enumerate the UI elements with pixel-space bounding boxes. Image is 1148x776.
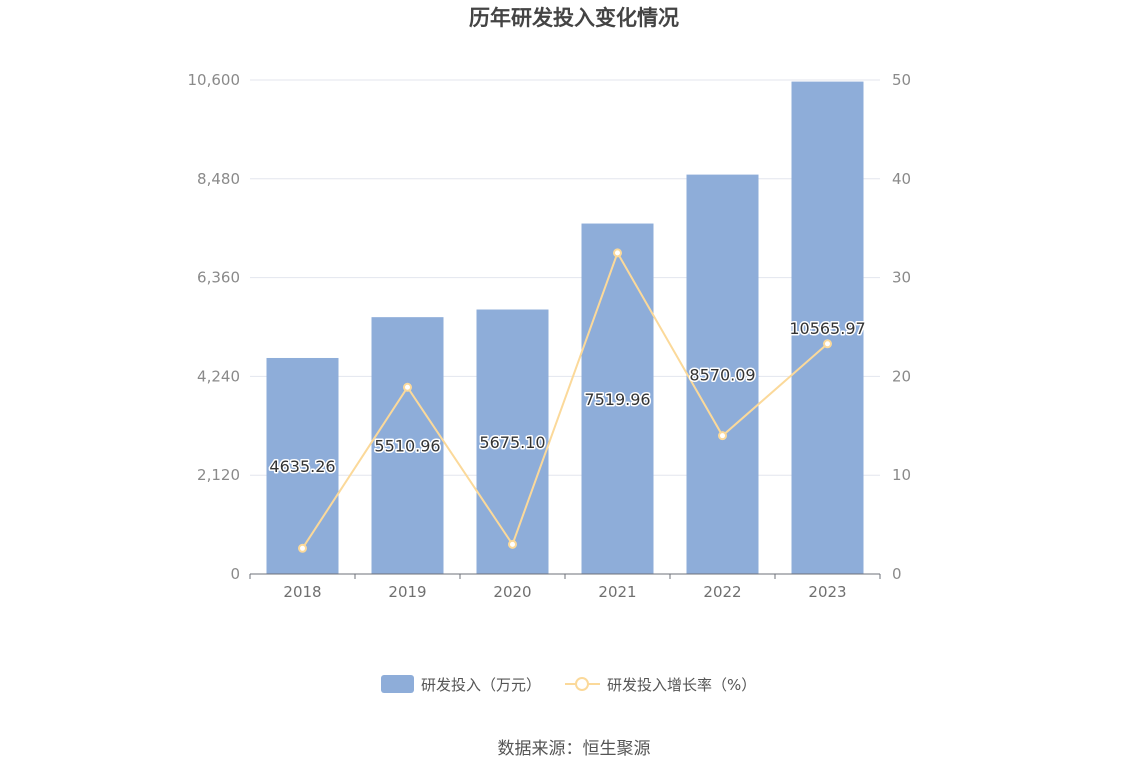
bar[interactable] <box>791 81 864 574</box>
x-tick-label: 2022 <box>703 583 741 601</box>
x-axis: 2018 2019 2020 2021 2022 2023 <box>249 573 881 601</box>
line-point[interactable] <box>298 543 307 553</box>
left-tick-label: 8,480 <box>197 170 240 188</box>
right-axis-ticks: 0 10 20 30 40 50 <box>892 71 911 583</box>
bar-data-label: 4635.26 <box>269 457 335 476</box>
x-tick-label: 2020 <box>493 583 531 601</box>
line-series <box>298 248 832 553</box>
right-tick-label: 10 <box>892 466 911 484</box>
bar-series <box>266 81 864 574</box>
left-tick-label: 2,120 <box>197 466 240 484</box>
line-point[interactable] <box>718 431 727 441</box>
x-tick-label: 2023 <box>808 583 846 601</box>
right-tick-label: 30 <box>892 269 911 287</box>
bar-data-label: 5510.96 <box>374 437 440 456</box>
legend-label-bar[interactable]: 研发投入（万元） <box>421 676 541 694</box>
left-tick-label: 6,360 <box>197 269 240 287</box>
right-tick-label: 20 <box>892 367 911 385</box>
growth-line <box>301 250 829 549</box>
bar[interactable] <box>581 223 654 574</box>
legend-swatch-bar[interactable] <box>381 675 414 693</box>
bar-data-labels: 4635.26 5510.96 5675.10 7519.96 8570.09 10565… <box>268 317 867 477</box>
bar-data-label: 8570.09 <box>689 365 755 384</box>
line-point[interactable] <box>823 339 832 349</box>
legend: 研发投入（万元） 研发投入增长率（%） <box>381 675 756 694</box>
grid <box>250 79 880 476</box>
bar-data-label: 10565.97 <box>789 319 865 338</box>
legend-label-line[interactable]: 研发投入增长率（%） <box>607 676 756 694</box>
x-tick-label: 2018 <box>283 583 321 601</box>
right-tick-label: 0 <box>892 565 902 583</box>
left-tick-label: 0 <box>230 565 240 583</box>
bar-data-label: 5675.10 <box>479 433 545 452</box>
bar[interactable] <box>686 174 759 574</box>
line-point[interactable] <box>613 248 622 258</box>
x-tick-label: 2021 <box>598 583 636 601</box>
x-tick-label: 2019 <box>388 583 426 601</box>
line-point[interactable] <box>403 382 412 392</box>
right-tick-label: 50 <box>892 71 911 89</box>
left-tick-label: 10,600 <box>188 71 241 89</box>
bar[interactable] <box>266 357 339 574</box>
bar-data-label: 7519.96 <box>584 390 650 409</box>
bar[interactable] <box>476 309 549 574</box>
legend-swatch-line-marker <box>575 677 589 691</box>
chart-title: 历年研发投入变化情况 <box>469 6 679 30</box>
right-tick-label: 40 <box>892 170 911 188</box>
bar[interactable] <box>371 317 444 574</box>
line-point[interactable] <box>508 539 517 549</box>
source-note: 数据来源：恒生聚源 <box>498 739 651 759</box>
left-axis-ticks: 0 2,120 4,240 6,360 8,480 10,600 <box>188 71 241 583</box>
left-tick-label: 4,240 <box>197 367 240 385</box>
